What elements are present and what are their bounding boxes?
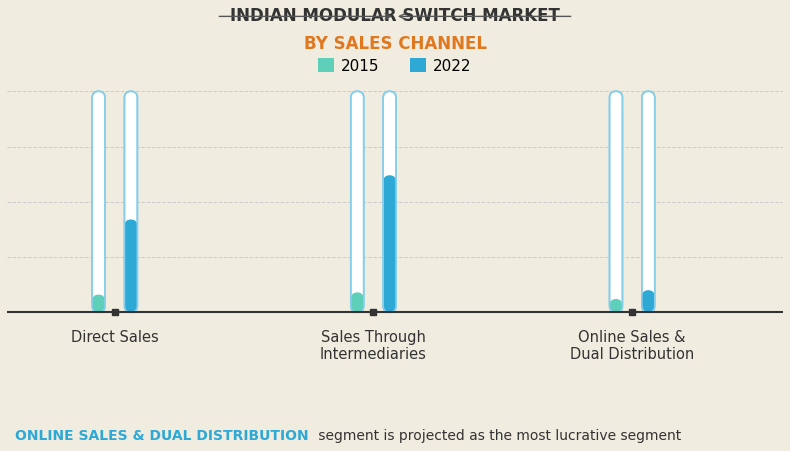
FancyBboxPatch shape xyxy=(383,175,396,312)
FancyBboxPatch shape xyxy=(610,299,623,312)
Text: BY SALES CHANNEL: BY SALES CHANNEL xyxy=(303,35,487,53)
FancyBboxPatch shape xyxy=(383,91,396,312)
FancyBboxPatch shape xyxy=(351,292,363,312)
Text: ONLINE SALES & DUAL DISTRIBUTION: ONLINE SALES & DUAL DISTRIBUTION xyxy=(15,429,308,443)
Text: INDIAN MODULAR SWITCH MARKET: INDIAN MODULAR SWITCH MARKET xyxy=(230,7,560,25)
FancyBboxPatch shape xyxy=(92,295,105,312)
FancyBboxPatch shape xyxy=(641,290,655,312)
Text: Sales Through
Intermediaries: Sales Through Intermediaries xyxy=(320,330,427,362)
FancyBboxPatch shape xyxy=(610,91,623,312)
Text: segment is projected as the most lucrative segment: segment is projected as the most lucrati… xyxy=(314,429,681,443)
FancyBboxPatch shape xyxy=(92,91,105,312)
FancyBboxPatch shape xyxy=(125,220,137,312)
Text: Online Sales &
Dual Distribution: Online Sales & Dual Distribution xyxy=(570,330,694,362)
FancyBboxPatch shape xyxy=(125,91,137,312)
FancyBboxPatch shape xyxy=(351,91,363,312)
FancyBboxPatch shape xyxy=(641,91,655,312)
Text: Direct Sales: Direct Sales xyxy=(71,330,159,345)
Legend: 2015, 2022: 2015, 2022 xyxy=(312,52,478,80)
